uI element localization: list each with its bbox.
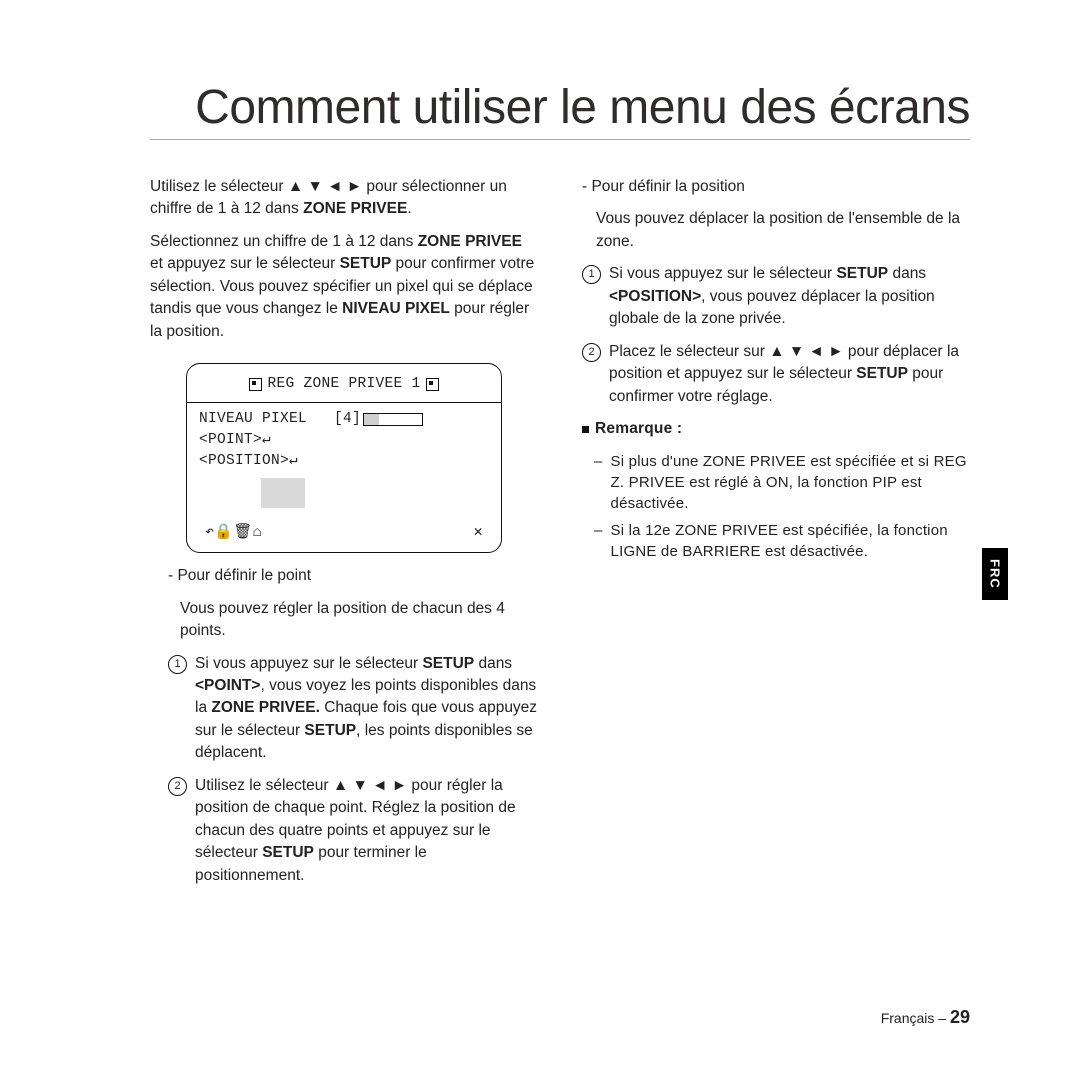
bullet-icon — [582, 426, 589, 433]
page-footer: Français – 29 — [881, 1007, 970, 1028]
osd-header: REG ZONE PRIVEE 1 — [267, 374, 420, 395]
osd-panel: REG ZONE PRIVEE 1 NIVEAU PIXEL [4] <POIN… — [186, 363, 502, 553]
define-point-head: - Pour définir le point — [150, 565, 538, 587]
list-item-2: 2 Utilisez le sélecteur ▲ ▼ ◄ ► pour rég… — [150, 775, 538, 887]
osd-corner-icon — [249, 378, 262, 391]
remarque-heading: Remarque : — [582, 418, 970, 440]
list-item-r1: 1 Si vous appuyez sur le sélecteur SETUP… — [582, 263, 970, 330]
list-item-r2: 2 Placez le sélecteur sur ▲ ▼ ◄ ► pour d… — [582, 341, 970, 408]
number-2-icon: 2 — [168, 777, 187, 796]
number-1-icon: 1 — [168, 655, 187, 674]
para-selector-1: Utilisez le sélecteur ▲ ▼ ◄ ► pour sélec… — [150, 176, 538, 221]
right-column: - Pour définir la position Vous pouvez d… — [582, 166, 970, 897]
osd-row-pixel: NIVEAU PIXEL [4] — [199, 409, 489, 430]
delete-icon: 🗑 — [233, 522, 252, 544]
define-point-body: Vous pouvez régler la position de chacun… — [150, 598, 538, 643]
page-title: Comment utiliser le menu des écrans — [150, 80, 970, 140]
define-position-body: Vous pouvez déplacer la position de l'en… — [582, 208, 970, 253]
number-1-icon: 1 — [582, 265, 601, 284]
lock-icon: 🔒 — [214, 522, 233, 544]
home-icon: ⌂ — [253, 522, 262, 544]
para-selector-2: Sélectionnez un chiffre de 1 à 12 dans Z… — [150, 231, 538, 343]
number-2-icon: 2 — [582, 343, 601, 362]
note-1: – Si plus d'une ZONE PRIVEE est spécifié… — [594, 451, 970, 514]
close-icon: ✕ — [474, 522, 483, 544]
osd-preview-box — [261, 478, 305, 508]
back-icon: ↶ — [205, 522, 214, 544]
osd-row-point: <POINT>↵ — [199, 430, 489, 451]
side-tab-frc: FRC — [982, 548, 1008, 600]
osd-toolbar: ↶ 🔒 🗑 ⌂ ✕ — [199, 522, 489, 544]
osd-row-position: <POSITION>↵ — [199, 451, 489, 472]
left-column: Utilisez le sélecteur ▲ ▼ ◄ ► pour sélec… — [150, 166, 538, 897]
define-position-head: - Pour définir la position — [582, 176, 970, 198]
note-2: – Si la 12e ZONE PRIVEE est spécifiée, l… — [594, 520, 970, 562]
list-item-1: 1 Si vous appuyez sur le sélecteur SETUP… — [150, 653, 538, 765]
osd-corner-icon — [426, 378, 439, 391]
osd-slider — [363, 413, 423, 426]
